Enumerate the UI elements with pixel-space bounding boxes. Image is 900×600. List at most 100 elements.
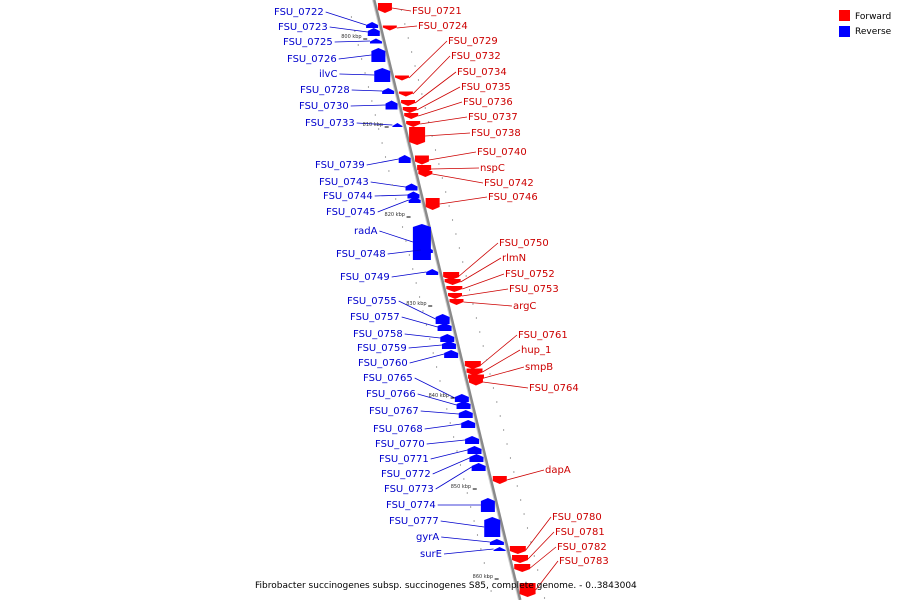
gene-label-dapa[interactable]: dapA — [545, 465, 571, 476]
gene-label-fsu-0723[interactable]: FSU_0723 — [278, 22, 328, 33]
gene-label-fsu-0783[interactable]: FSU_0783 — [559, 556, 609, 567]
gene-label-fsu-0725[interactable]: FSU_0725 — [283, 37, 333, 48]
gene-label-fsu-0744[interactable]: FSU_0744 — [323, 191, 373, 202]
gene-label-hup-1[interactable]: hup_1 — [521, 345, 551, 356]
gene-feature-fsu-0740[interactable]: FSU_0740 — [414, 155, 429, 165]
gene-feature-fsu-0777[interactable]: FSU_0777 — [484, 517, 501, 537]
gene-label-fsu-0722[interactable]: FSU_0722 — [274, 7, 324, 18]
gene-feature-fsu-0755[interactable]: FSU_0755 — [435, 314, 450, 324]
gene-label-fsu-0767[interactable]: FSU_0767 — [369, 406, 419, 417]
gene-feature-ilvc[interactable]: ilvC — [374, 68, 391, 82]
gene-feature-fsu-0749[interactable]: FSU_0749 — [426, 269, 439, 275]
gene-label-fsu-0772[interactable]: FSU_0772 — [381, 469, 431, 480]
gene-label-fsu-0760[interactable]: FSU_0760 — [358, 358, 408, 369]
gene-label-fsu-0768[interactable]: FSU_0768 — [373, 424, 423, 435]
gene-feature-fsu-0736[interactable]: FSU_0736 — [404, 113, 419, 119]
gene-feature-fsu-0739[interactable]: FSU_0739 — [398, 155, 411, 163]
gene-label-fsu-0777[interactable]: FSU_0777 — [389, 516, 439, 527]
gene-feature-fsu-0746[interactable]: FSU_0746 — [425, 198, 440, 210]
gene-label-fsu-0750[interactable]: FSU_0750 — [499, 238, 549, 249]
gene-feature-fsu-0753[interactable]: FSU_0753 — [448, 293, 463, 299]
gene-label-fsu-0735[interactable]: FSU_0735 — [461, 82, 511, 93]
gene-label-fsu-0782[interactable]: FSU_0782 — [557, 542, 607, 553]
gene-feature-fsu-0759[interactable]: FSU_0759 — [441, 341, 456, 349]
gene-feature-hup-1[interactable]: hup_1 — [466, 368, 483, 376]
gene-feature-fsu-0750[interactable]: FSU_0750 — [443, 272, 460, 280]
gene-label-fsu-0774[interactable]: FSU_0774 — [386, 500, 436, 511]
gene-feature-fsu-0748[interactable]: FSU_0748 — [420, 247, 433, 253]
gene-feature-fsu-0781[interactable]: FSU_0781 — [512, 555, 529, 563]
gene-feature-fsu-0773[interactable]: FSU_0773 — [471, 463, 486, 471]
gene-label-argc[interactable]: argC — [513, 301, 536, 312]
gene-feature-fsu-0770[interactable]: FSU_0770 — [465, 436, 480, 444]
gene-feature-fsu-0772[interactable]: FSU_0772 — [469, 454, 484, 462]
gene-label-fsu-0732[interactable]: FSU_0732 — [451, 51, 501, 62]
gene-feature-fsu-0726[interactable]: FSU_0726 — [371, 48, 386, 62]
gene-feature-fsu-0764[interactable]: FSU_0764 — [468, 378, 483, 386]
gene-feature-fsu-0768[interactable]: FSU_0768 — [461, 420, 476, 428]
gene-feature-fsu-0742[interactable]: FSU_0742 — [418, 171, 433, 177]
gene-feature-fsu-0722[interactable]: FSU_0722 — [366, 22, 379, 28]
gene-feature-fsu-0761[interactable]: FSU_0761 — [464, 361, 481, 369]
gene-label-fsu-0759[interactable]: FSU_0759 — [357, 343, 407, 354]
gene-feature-fsu-0737[interactable]: FSU_0737 — [406, 121, 421, 127]
gene-feature-fsu-0771[interactable]: FSU_0771 — [467, 446, 482, 454]
gene-feature-fsu-0752[interactable]: FSU_0752 — [446, 286, 463, 292]
gene-label-fsu-0726[interactable]: FSU_0726 — [287, 54, 337, 65]
gene-feature-argc[interactable]: argC — [449, 299, 464, 305]
gene-label-fsu-0770[interactable]: FSU_0770 — [375, 439, 425, 450]
gene-label-fsu-0773[interactable]: FSU_0773 — [384, 484, 434, 495]
gene-feature-fsu-0743[interactable]: FSU_0743 — [405, 183, 418, 191]
gene-label-fsu-0724[interactable]: FSU_0724 — [418, 21, 468, 32]
gene-label-fsu-0752[interactable]: FSU_0752 — [505, 269, 555, 280]
gene-feature-fsu-0733[interactable]: FSU_0733 — [392, 123, 403, 127]
gene-label-fsu-0739[interactable]: FSU_0739 — [315, 160, 365, 171]
gene-label-fsu-0745[interactable]: FSU_0745 — [326, 207, 376, 218]
gene-feature-rada[interactable]: radA — [412, 224, 431, 260]
gene-label-fsu-0780[interactable]: FSU_0780 — [552, 512, 602, 523]
gene-label-fsu-0733[interactable]: FSU_0733 — [305, 118, 355, 129]
gene-feature-fsu-0732[interactable]: FSU_0732 — [398, 91, 413, 97]
gene-feature-fsu-0729[interactable]: FSU_0729 — [394, 75, 409, 81]
gene-label-fsu-0758[interactable]: FSU_0758 — [353, 329, 403, 340]
gene-label-fsu-0736[interactable]: FSU_0736 — [463, 97, 513, 108]
gene-label-fsu-0734[interactable]: FSU_0734 — [457, 67, 507, 78]
gene-label-fsu-0730[interactable]: FSU_0730 — [299, 101, 349, 112]
gene-label-smpb[interactable]: smpB — [525, 362, 553, 373]
gene-label-fsu-0766[interactable]: FSU_0766 — [366, 389, 416, 400]
gene-label-rada[interactable]: radA — [354, 226, 378, 237]
gene-feature-fsu-0721[interactable]: FSU_0721 — [377, 3, 392, 13]
gene-label-fsu-0755[interactable]: FSU_0755 — [347, 296, 397, 307]
gene-label-fsu-0765[interactable]: FSU_0765 — [363, 373, 413, 384]
gene-feature-fsu-0765[interactable]: FSU_0765 — [454, 394, 469, 402]
gene-label-rlmn[interactable]: rlmN — [502, 253, 526, 264]
gene-label-fsu-0771[interactable]: FSU_0771 — [379, 454, 429, 465]
gene-feature-fsu-0757[interactable]: FSU_0757 — [437, 323, 452, 331]
gene-feature-fsu-0745[interactable]: FSU_0745 — [408, 197, 421, 203]
gene-feature-fsu-0723[interactable]: FSU_0723 — [367, 28, 380, 36]
gene-label-fsu-0764[interactable]: FSU_0764 — [529, 383, 579, 394]
gene-label-fsu-0737[interactable]: FSU_0737 — [468, 112, 518, 123]
gene-label-fsu-0729[interactable]: FSU_0729 — [448, 36, 498, 47]
gene-label-fsu-0743[interactable]: FSU_0743 — [319, 177, 369, 188]
gene-label-fsu-0781[interactable]: FSU_0781 — [555, 527, 605, 538]
gene-feature-fsu-0724[interactable]: FSU_0724 — [382, 25, 397, 31]
gene-label-ilvc[interactable]: ilvC — [319, 69, 337, 80]
gene-feature-fsu-0780[interactable]: FSU_0780 — [509, 546, 526, 554]
gene-feature-fsu-0725[interactable]: FSU_0725 — [369, 38, 382, 44]
gene-label-fsu-0721[interactable]: FSU_0721 — [412, 6, 462, 17]
gene-label-nspc[interactable]: nspC — [480, 163, 505, 174]
gene-feature-fsu-0738[interactable]: FSU_0738 — [409, 127, 426, 145]
gene-feature-fsu-0728[interactable]: FSU_0728 — [382, 88, 395, 94]
gene-label-fsu-0742[interactable]: FSU_0742 — [484, 178, 534, 189]
gene-label-gyra[interactable]: gyrA — [416, 532, 439, 543]
gene-feature-gyra[interactable]: gyrA — [489, 539, 504, 545]
gene-label-fsu-0746[interactable]: FSU_0746 — [488, 192, 538, 203]
gene-label-sure[interactable]: surE — [420, 549, 442, 560]
gene-label-fsu-0748[interactable]: FSU_0748 — [336, 249, 386, 260]
gene-label-fsu-0728[interactable]: FSU_0728 — [300, 85, 350, 96]
gene-feature-dapa[interactable]: dapA — [492, 476, 507, 484]
gene-feature-fsu-0758[interactable]: FSU_0758 — [440, 334, 455, 342]
gene-label-fsu-0740[interactable]: FSU_0740 — [477, 147, 527, 158]
gene-feature-fsu-0767[interactable]: FSU_0767 — [458, 410, 473, 418]
